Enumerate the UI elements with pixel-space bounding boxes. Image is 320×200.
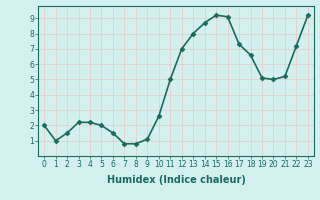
X-axis label: Humidex (Indice chaleur): Humidex (Indice chaleur) [107,175,245,185]
